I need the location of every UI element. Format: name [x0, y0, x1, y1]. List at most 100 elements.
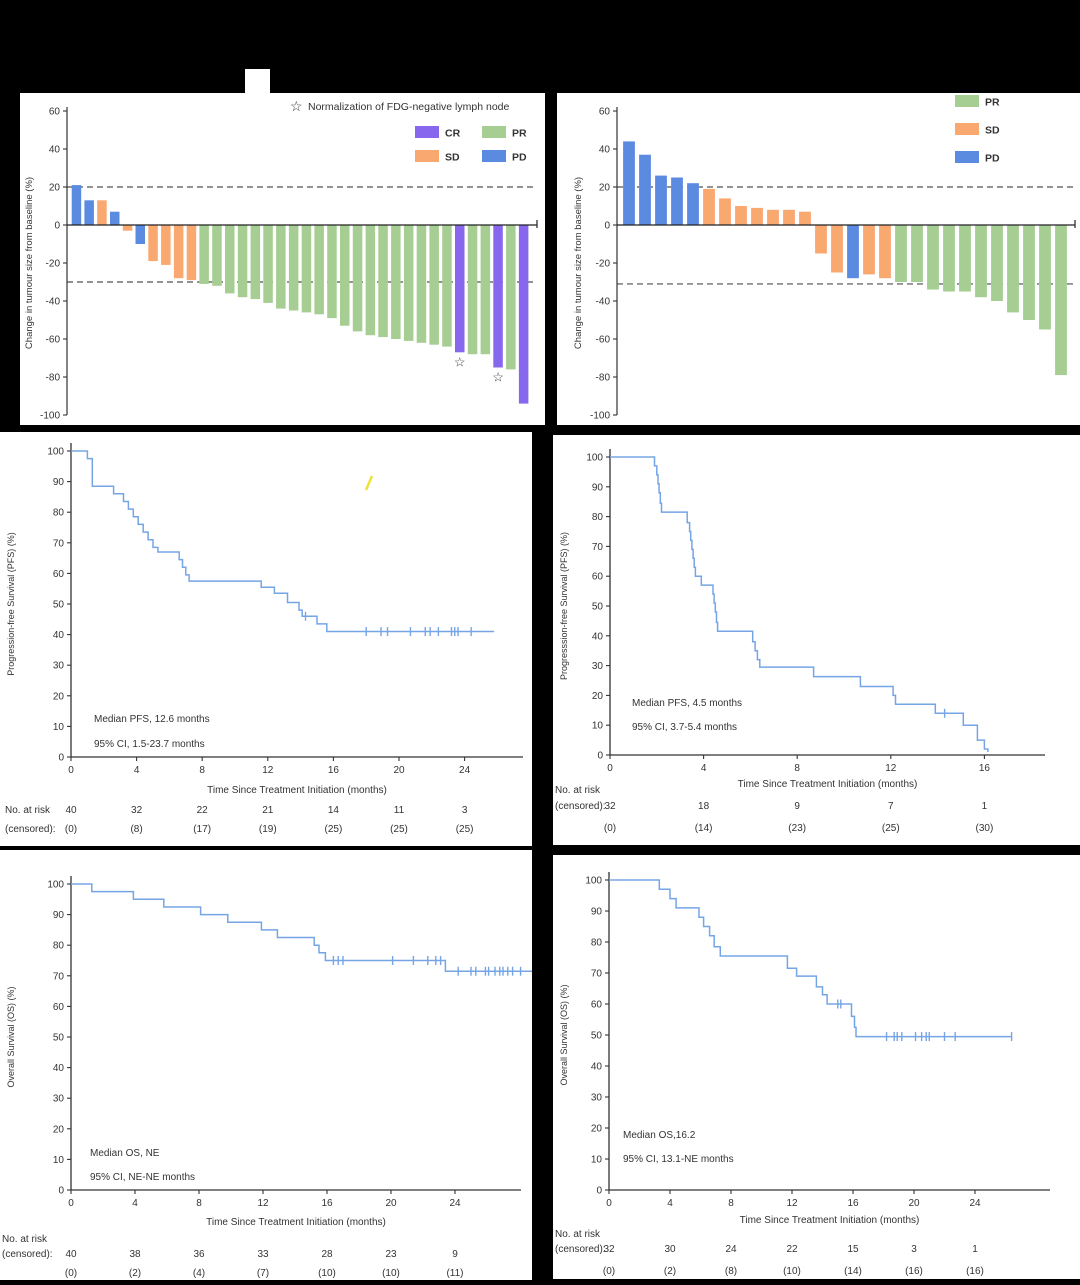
y-tick-label: 50 — [53, 600, 65, 611]
y-tick-label: 90 — [53, 477, 65, 488]
x-tick-label: 16 — [328, 765, 340, 776]
y-tick-label: 0 — [597, 751, 603, 762]
y-tick-label: 10 — [592, 721, 604, 732]
x-tick-label: 20 — [393, 765, 405, 776]
y-axis-label: Overall Survival (OS) (%) — [6, 986, 16, 1087]
median-annotation: Median OS,16.2 — [623, 1130, 696, 1141]
y-tick-label: 60 — [591, 1000, 603, 1011]
legend-label: PD — [512, 152, 527, 164]
y-tick-label: 100 — [585, 876, 602, 887]
legend-swatch-sd — [955, 123, 979, 135]
waterfall-bar-pr — [263, 225, 273, 303]
x-tick-label: 8 — [794, 763, 800, 774]
waterfall-bar-pd — [84, 200, 94, 225]
y-tick-label: 80 — [591, 938, 603, 949]
x-tick-label: 4 — [132, 1198, 138, 1209]
star-note-label: Normalization of FDG-negative lymph node — [308, 101, 510, 113]
y-tick-label: 10 — [53, 722, 65, 733]
y-tick-label: 30 — [53, 1094, 65, 1105]
waterfall-bar-pr — [365, 225, 376, 336]
waterfall-bar-pd — [110, 211, 120, 225]
y-tick-label: 70 — [53, 971, 65, 982]
ci-annotation: 95% CI, NE-NE months — [90, 1172, 195, 1183]
censored-count: (25) — [882, 823, 900, 834]
censored-table-label: (censored): — [5, 824, 56, 835]
os-left-panel: 100 90 80 70 60 50 40 30 20 10 0 0 4 8 12 16 20 24 Overall… — [0, 850, 532, 1280]
median-annotation: Median PFS, 4.5 months — [632, 698, 742, 709]
censored-count: (0) — [65, 1268, 77, 1279]
waterfall-bar-pr — [1023, 225, 1035, 320]
x-tick-label: 12 — [257, 1198, 269, 1209]
legend-swatch-cr — [415, 126, 439, 138]
risk-count: 14 — [328, 805, 340, 816]
waterfall-bar-pr — [895, 225, 907, 282]
y-tick-label: 30 — [592, 661, 604, 672]
legend-label: SD — [445, 152, 460, 164]
y-tick-label: 0 — [604, 221, 610, 232]
waterfall-bar-pr — [467, 225, 478, 355]
y-tick-label: 60 — [53, 1002, 65, 1013]
risk-count: 33 — [257, 1249, 269, 1260]
risk-count: 21 — [262, 805, 274, 816]
x-tick-label: 8 — [199, 765, 205, 776]
risk-count: 22 — [197, 805, 209, 816]
waterfall-bar-pr — [378, 225, 388, 338]
y-tick-label: -40 — [46, 297, 61, 308]
y-axis-label: Change in tumour size from baseline (%) — [573, 177, 584, 349]
waterfall-bar-pd — [71, 185, 82, 225]
waterfall_right-chart: 60 40 20 0 -20 -40 -60 -80 -100 Change in tumour … — [573, 95, 1076, 422]
x-axis-label: Time Since Treatment Initiation (months) — [738, 779, 918, 790]
y-tick-label: -100 — [40, 411, 60, 422]
y-axis-label: Overall Survival (OS) (%) — [559, 984, 569, 1085]
x-tick-label: 8 — [196, 1198, 202, 1209]
risk-table-label: No. at risk — [5, 805, 51, 816]
waterfall-bar-pr — [288, 225, 299, 311]
censored-count: (0) — [604, 823, 616, 834]
x-axis-label: Time Since Treatment Initiation (months) — [740, 1215, 920, 1226]
risk-count: 18 — [698, 801, 710, 812]
waterfall-bar-pr — [1039, 225, 1051, 330]
x-tick-label: 4 — [134, 765, 140, 776]
x-tick-label: 4 — [667, 1198, 673, 1209]
waterfall-bar-sd — [97, 200, 107, 225]
waterfall-left-panel: 60 40 20 0 -20 -40 -60 -80 -100 Change in tumour … — [20, 93, 545, 425]
waterfall-bar-pr — [506, 225, 516, 370]
ci-annotation: 95% CI, 1.5-23.7 months — [94, 739, 205, 750]
y-tick-label: 20 — [592, 691, 604, 702]
y-tick-label: -60 — [596, 335, 611, 346]
waterfall-bar-pr — [442, 225, 452, 347]
y-tick-label: 50 — [53, 1033, 65, 1044]
y-tick-label: -100 — [590, 411, 610, 422]
waterfall-bar-pr — [1055, 225, 1067, 376]
legend-swatch-pd — [955, 151, 979, 163]
y-tick-label: 70 — [53, 538, 65, 549]
x-tick-label: 16 — [321, 1198, 333, 1209]
ci-annotation: 95% CI, 3.7-5.4 months — [632, 722, 737, 733]
censored-table-label: (censored): — [555, 801, 606, 812]
x-tick-label: 24 — [449, 1198, 461, 1209]
waterfall-bar-pr — [975, 225, 987, 298]
x-tick-label: 16 — [847, 1198, 859, 1209]
risk-count: 40 — [65, 1249, 77, 1260]
legend-swatch-pd — [482, 150, 506, 162]
km-curve — [71, 883, 532, 972]
y-tick-label: 100 — [47, 447, 64, 458]
censored-count: (2) — [664, 1266, 676, 1277]
censored-count: (0) — [65, 824, 77, 835]
risk-count: 7 — [888, 801, 894, 812]
waterfall-bar-pr — [911, 225, 923, 282]
risk-count: 32 — [131, 805, 143, 816]
risk-count: 15 — [847, 1244, 859, 1255]
censored-count: (10) — [783, 1266, 801, 1277]
waterfall-bar-sd — [173, 225, 184, 279]
x-tick-label: 20 — [385, 1198, 397, 1209]
y-tick-label: 100 — [47, 880, 64, 891]
waterfall-bar-pd — [639, 154, 651, 225]
y-tick-label: 80 — [592, 512, 604, 523]
legend-label: CR — [445, 128, 461, 140]
waterfall-bar-sd — [879, 225, 891, 279]
waterfall-bar-pr — [340, 225, 350, 326]
